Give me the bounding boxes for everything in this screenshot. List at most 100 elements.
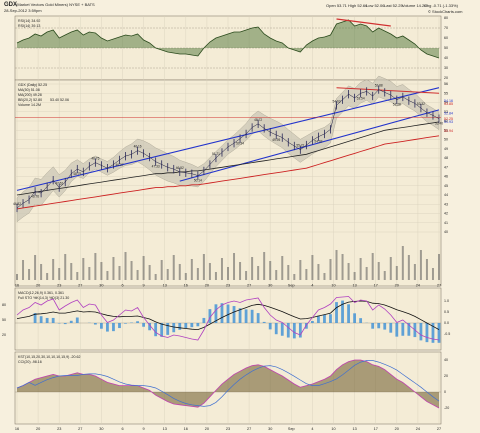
- volume-bar: [88, 267, 91, 280]
- price-annotation-label: 55.22: [296, 144, 304, 148]
- macd-histogram-bar: [220, 303, 224, 323]
- price-right-label: 50.94: [444, 129, 453, 133]
- price-tick-label: 48: [444, 156, 448, 160]
- macd-histogram-bar: [244, 309, 248, 323]
- rsi-tick-label: 40: [444, 56, 448, 60]
- volume-bars: [16, 246, 440, 280]
- x-axis-label-bottom: 30: [268, 427, 272, 431]
- macd-histogram-bar: [166, 323, 170, 335]
- price-annotation-label: 46.75: [91, 157, 99, 161]
- rsi-tick-label: 60: [444, 36, 448, 40]
- macd-histogram-bar: [69, 320, 73, 323]
- macd-histogram-bar: [154, 323, 158, 337]
- macd-histogram-bar: [100, 323, 103, 329]
- kst-tick-label: 20: [444, 374, 448, 378]
- macd-histogram-bar: [317, 315, 320, 323]
- macd-histogram-bar: [250, 309, 254, 323]
- x-axis-label-top: 30: [99, 284, 103, 288]
- x-axis-label-bottom: 24: [416, 427, 420, 431]
- macd-histogram-bar: [45, 317, 49, 323]
- volume-bar: [233, 253, 236, 280]
- volume-bar: [353, 272, 356, 280]
- volume-bar: [377, 262, 380, 280]
- x-axis-label-top: 16: [184, 284, 188, 288]
- volume-bar: [438, 254, 440, 280]
- ma2-label: MA(200) 49.28: [18, 93, 42, 97]
- volume-bar: [407, 255, 410, 280]
- trendline-lower-channel: [179, 109, 440, 182]
- x-axis-label-bottom: 16: [184, 427, 188, 431]
- sto-tick-label: 80: [2, 303, 6, 307]
- kst-signal-line: [16, 360, 440, 407]
- volume-bar: [64, 254, 67, 280]
- trendline-upper-channel: [16, 87, 440, 191]
- sto-label: Full STO %K(14,3) %D(3) 21.30: [18, 296, 69, 300]
- macd-histogram-bar: [93, 323, 97, 325]
- x-axis-label-bottom: 17: [374, 427, 378, 431]
- header-high: High 52.66: [348, 3, 368, 8]
- price-tick-label: 45: [444, 184, 448, 188]
- volume-bar: [190, 259, 193, 280]
- price-annotation-label: 52.28: [393, 103, 401, 107]
- volume-bar: [335, 250, 338, 280]
- volume-bar: [413, 264, 416, 280]
- price-right-label: 51.93: [444, 120, 453, 124]
- volume-bar: [347, 263, 350, 280]
- sto-tick-label: 20: [2, 333, 6, 337]
- price-tick-label: 47: [444, 165, 448, 169]
- kst-tick-label: 40: [444, 358, 448, 362]
- header-symbol: GDX: [4, 2, 17, 8]
- x-axis-label-bottom: 23: [57, 427, 61, 431]
- macd-histogram-bar: [112, 323, 115, 332]
- volume-bar: [227, 267, 229, 280]
- price-tick-label: 54: [444, 101, 448, 105]
- volume-bar: [214, 272, 217, 280]
- macd-histogram-bar: [407, 323, 411, 336]
- price-tick-label: 43: [444, 202, 448, 206]
- header-low: Low 52.06: [366, 3, 385, 8]
- volume-bar: [401, 246, 404, 280]
- macd-histogram-bar: [425, 323, 429, 343]
- price-right-label: 52.84: [444, 111, 453, 115]
- macd-label: MACD(12,26,9) 0.361, 0.361: [18, 291, 64, 295]
- x-axis-label-top: 13: [163, 284, 167, 288]
- kst-tick-label: 0: [444, 390, 446, 394]
- volume-bar: [317, 264, 320, 280]
- x-axis-label-top: 17: [374, 284, 378, 288]
- volume-bar: [359, 258, 362, 280]
- volume-bar: [220, 258, 223, 280]
- ma200-line: [16, 135, 440, 210]
- volume-bar: [28, 269, 31, 280]
- price-annotation-label: 53.54: [357, 96, 365, 100]
- volume-bar: [76, 272, 79, 280]
- x-axis-label-bottom: 27: [437, 427, 441, 431]
- volume-bar: [202, 254, 205, 280]
- x-axis-label-bottom: 13: [352, 427, 356, 431]
- x-axis-label-top: 27: [437, 284, 441, 288]
- volume-bar: [82, 258, 85, 280]
- macd-histogram-bar: [335, 302, 338, 323]
- rsi-tick-label: 20: [444, 76, 448, 80]
- volume-bar: [341, 254, 344, 280]
- macd-histogram-bar: [136, 321, 139, 323]
- bb-sub-label: 53.40 52.06: [50, 98, 69, 102]
- volume-bar: [46, 273, 49, 280]
- price-annotation-label: 54.93: [314, 140, 322, 144]
- x-axis-label-bottom: 4: [311, 427, 313, 431]
- volume-bar: [130, 261, 133, 280]
- price-right-label: 54.16: [444, 99, 453, 103]
- volume-bar: [100, 262, 103, 280]
- x-axis-label-bottom: 13: [163, 427, 167, 431]
- x-axis-label-bottom: 30: [99, 427, 103, 431]
- header-name: (Market Vectors Gold Miners) NYSE + BATS: [16, 2, 95, 7]
- x-axis-label-top: 27: [247, 284, 251, 288]
- ma1-label: MA(50) 51.08: [18, 88, 40, 92]
- macd-histogram-bar: [214, 304, 218, 323]
- macd-histogram-bar: [262, 321, 266, 323]
- macd-histogram-bar: [172, 323, 176, 333]
- price-tick-label: 53: [444, 110, 448, 114]
- volume-bar: [389, 257, 392, 280]
- x-axis-label-top: 16: [15, 284, 19, 288]
- price-tick-label: 50: [444, 138, 448, 142]
- price-annotation-label: 51.71: [212, 152, 220, 156]
